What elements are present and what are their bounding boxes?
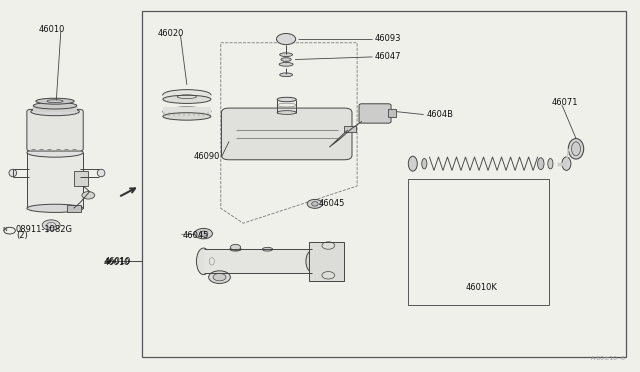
Ellipse shape — [36, 98, 74, 104]
Text: A·60±10··6: A·60±10··6 — [591, 356, 626, 362]
Ellipse shape — [538, 158, 544, 170]
Ellipse shape — [572, 142, 580, 156]
Ellipse shape — [562, 157, 571, 170]
Ellipse shape — [213, 273, 226, 281]
Ellipse shape — [307, 199, 323, 208]
Ellipse shape — [280, 53, 292, 57]
Ellipse shape — [97, 169, 105, 177]
Text: 46010K: 46010K — [466, 283, 498, 292]
Text: 46045: 46045 — [319, 199, 345, 208]
Ellipse shape — [163, 113, 211, 120]
Circle shape — [82, 192, 95, 199]
Ellipse shape — [306, 250, 319, 272]
Ellipse shape — [280, 73, 292, 77]
Bar — [388, 109, 396, 117]
Ellipse shape — [279, 62, 293, 66]
Text: 46093: 46093 — [374, 34, 401, 43]
Bar — [27, 153, 83, 208]
Ellipse shape — [163, 107, 211, 116]
Bar — [408, 179, 549, 305]
Bar — [163, 107, 211, 116]
Ellipse shape — [27, 204, 83, 212]
Bar — [204, 249, 312, 273]
Bar — [309, 242, 344, 281]
Text: (2): (2) — [16, 231, 28, 240]
Bar — [33, 106, 77, 112]
FancyBboxPatch shape — [221, 108, 352, 160]
Text: 46010: 46010 — [104, 258, 130, 267]
Text: N: N — [2, 227, 6, 232]
Ellipse shape — [548, 158, 553, 169]
Ellipse shape — [196, 248, 211, 275]
Circle shape — [276, 33, 296, 45]
Bar — [142, 11, 626, 357]
Ellipse shape — [312, 202, 318, 206]
Bar — [67, 205, 81, 212]
Ellipse shape — [262, 247, 273, 251]
Text: 46045: 46045 — [182, 231, 209, 240]
Ellipse shape — [27, 148, 83, 157]
Ellipse shape — [9, 169, 17, 177]
FancyBboxPatch shape — [27, 109, 83, 151]
Ellipse shape — [33, 105, 77, 111]
Ellipse shape — [209, 271, 230, 283]
Bar — [344, 126, 356, 132]
Ellipse shape — [422, 158, 427, 169]
Ellipse shape — [408, 156, 417, 171]
Ellipse shape — [230, 244, 241, 250]
Ellipse shape — [568, 139, 584, 159]
Ellipse shape — [195, 228, 212, 239]
Ellipse shape — [281, 58, 291, 61]
Text: 08911-1082G: 08911-1082G — [16, 225, 73, 234]
Text: 46047: 46047 — [374, 52, 401, 61]
Ellipse shape — [230, 247, 241, 251]
Text: 46010: 46010 — [38, 25, 65, 34]
Ellipse shape — [277, 111, 296, 115]
Bar — [163, 95, 211, 99]
Circle shape — [42, 220, 60, 230]
Text: 46010: 46010 — [104, 257, 131, 266]
Text: 46071: 46071 — [552, 98, 578, 107]
Ellipse shape — [33, 102, 77, 109]
FancyBboxPatch shape — [359, 104, 391, 123]
Text: 46020: 46020 — [158, 29, 184, 38]
Ellipse shape — [277, 97, 296, 102]
Bar — [74, 171, 88, 186]
Ellipse shape — [163, 90, 211, 100]
Ellipse shape — [31, 108, 79, 116]
Text: 4604B: 4604B — [426, 110, 453, 119]
Ellipse shape — [163, 95, 211, 103]
Text: 46090: 46090 — [193, 153, 220, 161]
Ellipse shape — [200, 231, 207, 236]
